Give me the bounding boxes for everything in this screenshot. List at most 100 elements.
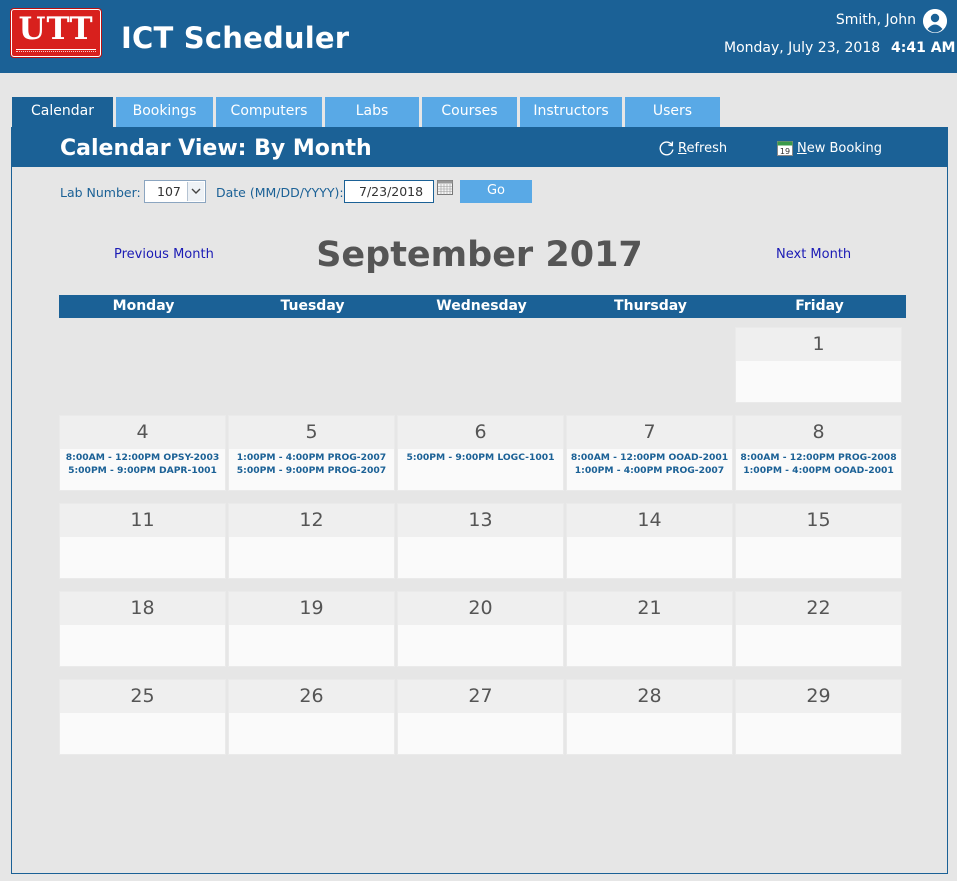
- calendar-icon-day: 19: [780, 147, 790, 156]
- date-input[interactable]: [344, 180, 434, 203]
- refresh-label: Refresh: [678, 141, 728, 156]
- logo-divider: [16, 49, 96, 50]
- day-cell[interactable]: 12: [228, 503, 395, 579]
- day-cell[interactable]: 21: [566, 591, 733, 667]
- day-number: 26: [229, 680, 394, 713]
- day-number: 6: [398, 416, 563, 449]
- weekday-header: Monday Tuesday Wednesday Thursday Friday: [59, 295, 906, 318]
- day-events: 8:00AM - 12:00PM OOAD-2001 1:00PM - 4:00P…: [567, 451, 732, 477]
- go-label: Go: [486, 183, 506, 198]
- booking-entry[interactable]: 8:00AM - 12:00PM PROG-2008: [740, 452, 897, 463]
- day-number: 7: [567, 416, 732, 449]
- day-number: 12: [229, 504, 394, 537]
- current-date: Monday, July 23, 2018: [724, 40, 881, 56]
- user-name[interactable]: Smith, John: [835, 12, 916, 28]
- day-cell[interactable]: 7 8:00AM - 12:00PM OOAD-2001 1:00PM - 4:00…: [566, 415, 733, 491]
- day-number: 28: [567, 680, 732, 713]
- day-number: 1: [736, 328, 901, 361]
- day-number: 27: [398, 680, 563, 713]
- tab-courses[interactable]: Courses: [422, 97, 517, 127]
- tab-instructors[interactable]: Instructors: [520, 97, 622, 127]
- app-header: UTT ICT Scheduler Smith, John Monday, Ju…: [0, 0, 957, 73]
- day-number: 19: [229, 592, 394, 625]
- logo-text: UTT: [18, 11, 94, 47]
- panel-title-bar: Calendar View: By Month Refresh 19 New B…: [12, 128, 947, 167]
- day-cell[interactable]: 25: [59, 679, 226, 755]
- booking-entry[interactable]: 5:00PM - 9:00PM LOGC-1001: [406, 452, 555, 463]
- tab-computers[interactable]: Computers: [216, 97, 322, 127]
- month-title: September 2017: [316, 235, 643, 275]
- panel-title: Calendar View: By Month: [60, 136, 372, 161]
- day-number: 8: [736, 416, 901, 449]
- day-cell[interactable]: 5 1:00PM - 4:00PM PROG-2007 5:00PM - 9:00P…: [228, 415, 395, 491]
- weekday-wednesday: Wednesday: [436, 298, 527, 314]
- chevron-down-icon[interactable]: [187, 182, 204, 201]
- day-cell[interactable]: 13: [397, 503, 564, 579]
- day-number: 13: [398, 504, 563, 537]
- tab-labs[interactable]: Labs: [325, 97, 419, 127]
- day-number: 14: [567, 504, 732, 537]
- day-cell[interactable]: 26: [228, 679, 395, 755]
- calendar-panel: Calendar View: By Month Refresh 19 New B…: [11, 127, 948, 874]
- lab-number-label: Lab Number:: [60, 185, 141, 200]
- weekday-monday: Monday: [112, 298, 175, 314]
- booking-entry[interactable]: 1:00PM - 4:00PM PROG-2007: [236, 452, 387, 463]
- day-number: 15: [736, 504, 901, 537]
- next-month-link[interactable]: Next Month: [776, 247, 852, 262]
- day-cell[interactable]: 29: [735, 679, 902, 755]
- day-cell[interactable]: 14: [566, 503, 733, 579]
- app-title: ICT Scheduler: [121, 21, 350, 55]
- day-cell[interactable]: 8 8:00AM - 12:00PM PROG-2008 1:00PM - 4:00…: [735, 415, 902, 491]
- tab-users[interactable]: Users: [625, 97, 720, 127]
- day-cell[interactable]: 1: [735, 327, 902, 403]
- day-number: 18: [60, 592, 225, 625]
- day-number: 20: [398, 592, 563, 625]
- lab-number-value: 107: [157, 184, 181, 199]
- day-events: 1:00PM - 4:00PM PROG-2007 5:00PM - 9:00PM…: [229, 451, 394, 477]
- day-cell[interactable]: 18: [59, 591, 226, 667]
- day-cell[interactable]: 22: [735, 591, 902, 667]
- weekday-tuesday: Tuesday: [280, 298, 345, 314]
- weekday-friday: Friday: [795, 298, 844, 314]
- new-booking-button[interactable]: 19 New Booking: [777, 140, 882, 156]
- day-cell[interactable]: 6 5:00PM - 9:00PM LOGC-1001: [397, 415, 564, 491]
- go-button[interactable]: Go: [460, 180, 532, 203]
- day-events: 5:00PM - 9:00PM LOGC-1001: [398, 451, 563, 464]
- user-avatar-icon[interactable]: [923, 9, 947, 33]
- utt-logo: UTT: [11, 9, 101, 57]
- tab-bookings[interactable]: Bookings: [116, 97, 213, 127]
- day-cell[interactable]: 28: [566, 679, 733, 755]
- logo-tagline: [16, 51, 96, 54]
- day-number: 25: [60, 680, 225, 713]
- tab-calendar[interactable]: Calendar: [12, 97, 113, 127]
- calendar-add-icon: 19: [777, 141, 793, 156]
- booking-entry[interactable]: 8:00AM - 12:00PM OPSY-2003: [65, 452, 220, 463]
- day-cell[interactable]: 4 8:00AM - 12:00PM OPSY-2003 5:00PM - 9:00…: [59, 415, 226, 491]
- day-number: 21: [567, 592, 732, 625]
- new-booking-label: New Booking: [797, 140, 882, 156]
- date-label: Date (MM/DD/YYYY):: [216, 185, 344, 200]
- booking-entry[interactable]: 5:00PM - 9:00PM PROG-2007: [236, 465, 387, 476]
- previous-month-link[interactable]: Previous Month: [114, 247, 214, 262]
- refresh-icon: [659, 141, 674, 156]
- refresh-button[interactable]: Refresh: [658, 140, 727, 157]
- current-time: 4:41 AM: [891, 40, 956, 56]
- lab-number-select[interactable]: 107: [144, 180, 206, 203]
- booking-entry[interactable]: 8:00AM - 12:00PM OOAD-2001: [570, 452, 729, 463]
- day-number: 29: [736, 680, 901, 713]
- day-number: 4: [60, 416, 225, 449]
- booking-entry[interactable]: 5:00PM - 9:00PM DAPR-1001: [68, 465, 217, 476]
- day-cell[interactable]: 19: [228, 591, 395, 667]
- day-events: 8:00AM - 12:00PM OPSY-2003 5:00PM - 9:00P…: [60, 451, 225, 477]
- day-cell[interactable]: 20: [397, 591, 564, 667]
- day-number: 5: [229, 416, 394, 449]
- day-cell[interactable]: 15: [735, 503, 902, 579]
- date-picker-icon[interactable]: [437, 180, 453, 195]
- day-number: 22: [736, 592, 901, 625]
- weekday-thursday: Thursday: [614, 298, 687, 314]
- day-cell[interactable]: 27: [397, 679, 564, 755]
- booking-entry[interactable]: 1:00PM - 4:00PM OOAD-2001: [743, 465, 894, 476]
- day-cell[interactable]: 11: [59, 503, 226, 579]
- booking-entry[interactable]: 1:00PM - 4:00PM PROG-2007: [574, 465, 725, 476]
- day-number: 11: [60, 504, 225, 537]
